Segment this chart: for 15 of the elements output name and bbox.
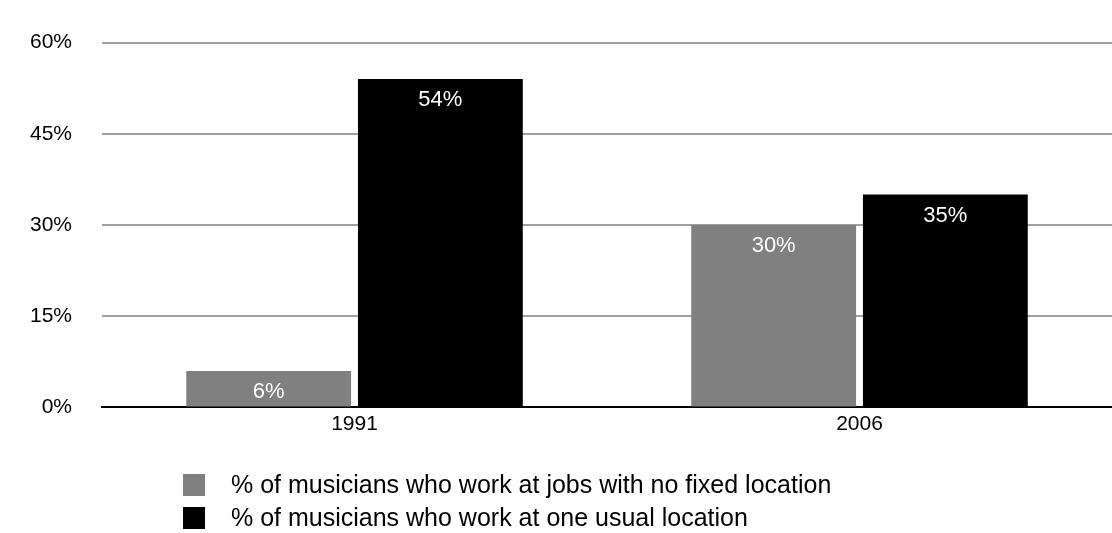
x-tick-label: 1991 [331, 410, 378, 434]
bar [186, 370, 352, 407]
text: 54% [418, 86, 463, 112]
text: 30% [751, 232, 796, 258]
text: 35% [923, 201, 968, 227]
y-tick-label: 60% [30, 29, 73, 53]
y-tick-label: 45% [30, 120, 73, 144]
y-tick-label: 0% [41, 394, 73, 418]
legend-label: % of musicians who work at jobs with no fixed location [231, 469, 832, 500]
bar [691, 225, 857, 407]
y-tick-label: 30% [30, 211, 73, 235]
text: 6% [252, 377, 285, 403]
y-tick-label: 15% [30, 303, 73, 326]
legend-label: % of musicians who work at one usual location [231, 502, 748, 533]
x-tick-label: 2006 [836, 410, 883, 434]
